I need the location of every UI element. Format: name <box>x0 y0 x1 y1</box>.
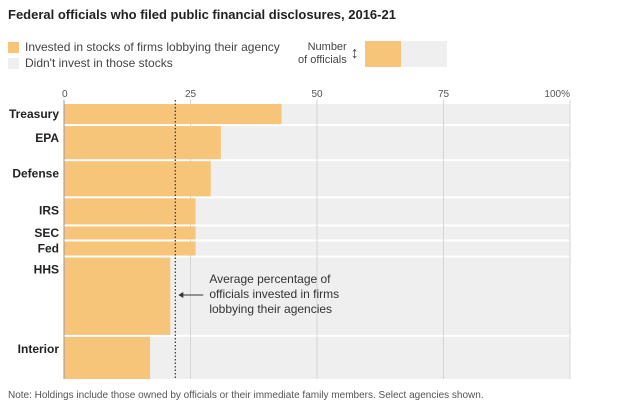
category-label-treasury: Treasury <box>9 107 59 121</box>
size-key-bar-invested <box>364 41 401 67</box>
annotation-text-line-1: Average percentage of <box>209 272 331 286</box>
x-tick-label-75: 75 <box>438 89 450 100</box>
bar-invested-defense <box>64 161 211 197</box>
size-key-arrow-icon: ↕ <box>350 45 359 62</box>
size-key: Number of officials ↕ <box>298 40 447 68</box>
bar-invested-hhs <box>64 257 171 335</box>
category-label-interior: Interior <box>18 342 60 356</box>
legend-item-not-invested: Didn't invest in those stocks <box>8 56 173 70</box>
bar-invested-epa <box>64 126 221 160</box>
legend-item-invested: Invested in stocks of firms lobbying the… <box>8 40 280 54</box>
legend-swatch-invested <box>8 41 19 53</box>
size-key-bar-not-invested <box>400 41 447 67</box>
size-key-label: Number of officials <box>298 41 347 67</box>
bar-invested-interior <box>64 336 151 379</box>
category-label-fed: Fed <box>38 242 59 256</box>
legend-label-not-invested: Didn't invest in those stocks <box>25 56 173 70</box>
bar-invested-irs <box>64 198 196 225</box>
x-tick-label-100: 100% <box>544 89 570 100</box>
category-label-defense: Defense <box>12 166 59 180</box>
footnote: Note: Holdings include those owned by of… <box>8 390 484 401</box>
annotation-arrow-head <box>178 292 184 298</box>
bar-invested-sec <box>64 226 196 240</box>
category-label-hhs: HHS <box>34 263 59 277</box>
size-key-label-line-2: of officials <box>298 54 347 66</box>
size-key-label-line-1: Number <box>307 41 347 53</box>
x-tick-label-0: 0 <box>62 89 68 100</box>
category-label-irs: IRS <box>39 204 59 218</box>
annotation-text-line-3: lobbying their agencies <box>209 302 332 316</box>
bar-invested-treasury <box>64 104 282 125</box>
chart-title: Federal officials who filed public finan… <box>8 7 396 22</box>
legend-swatch-not-invested <box>8 57 19 69</box>
category-label-sec: SEC <box>34 226 59 240</box>
annotation-text-line-2: officials invested in firms <box>209 287 339 301</box>
legend-label-invested: Invested in stocks of firms lobbying the… <box>25 40 280 54</box>
bar-invested-fed <box>64 241 196 256</box>
size-key-bar <box>364 41 447 67</box>
x-tick-label-25: 25 <box>185 89 197 100</box>
x-tick-label-50: 50 <box>311 89 323 100</box>
category-label-epa: EPA <box>35 131 59 145</box>
